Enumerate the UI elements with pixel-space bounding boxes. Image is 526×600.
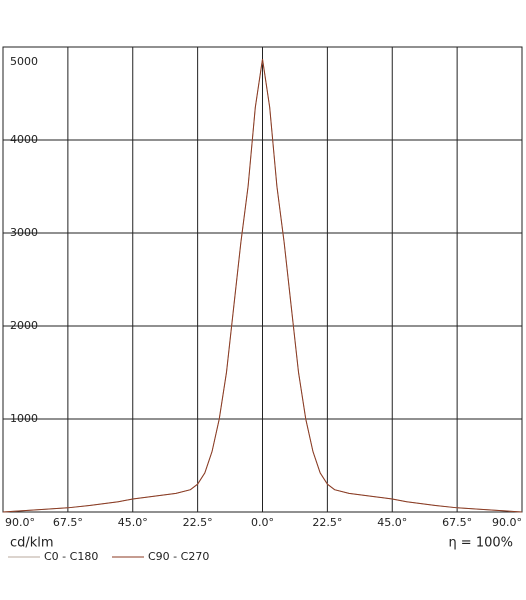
series-line <box>2 59 523 513</box>
x-tick-label: 22.5° <box>183 516 213 529</box>
x-tick-label: 67.5° <box>53 516 83 529</box>
y-tick-label: 4000 <box>10 133 38 146</box>
x-tick-label: 0.0° <box>251 516 274 529</box>
y-tick-label: 1000 <box>10 412 38 425</box>
y-tick-label: 2000 <box>10 319 38 332</box>
y-axis-label: cd/klm <box>10 536 54 551</box>
x-tick-label: 45.0° <box>377 516 407 529</box>
annotation: η = 100% <box>448 536 513 551</box>
legend-label: C90 - C270 <box>148 550 209 563</box>
x-tick-label: 67.5° <box>442 516 472 529</box>
x-tick-label: 90.0° <box>5 516 35 529</box>
legend-label: C0 - C180 <box>44 550 98 563</box>
y-tick-label: 5000 <box>10 55 38 68</box>
x-tick-label: 45.0° <box>118 516 148 529</box>
y-tick-label: 3000 <box>10 226 38 239</box>
x-tick-label: 90.0° <box>492 516 522 529</box>
x-tick-label: 22.5° <box>312 516 342 529</box>
